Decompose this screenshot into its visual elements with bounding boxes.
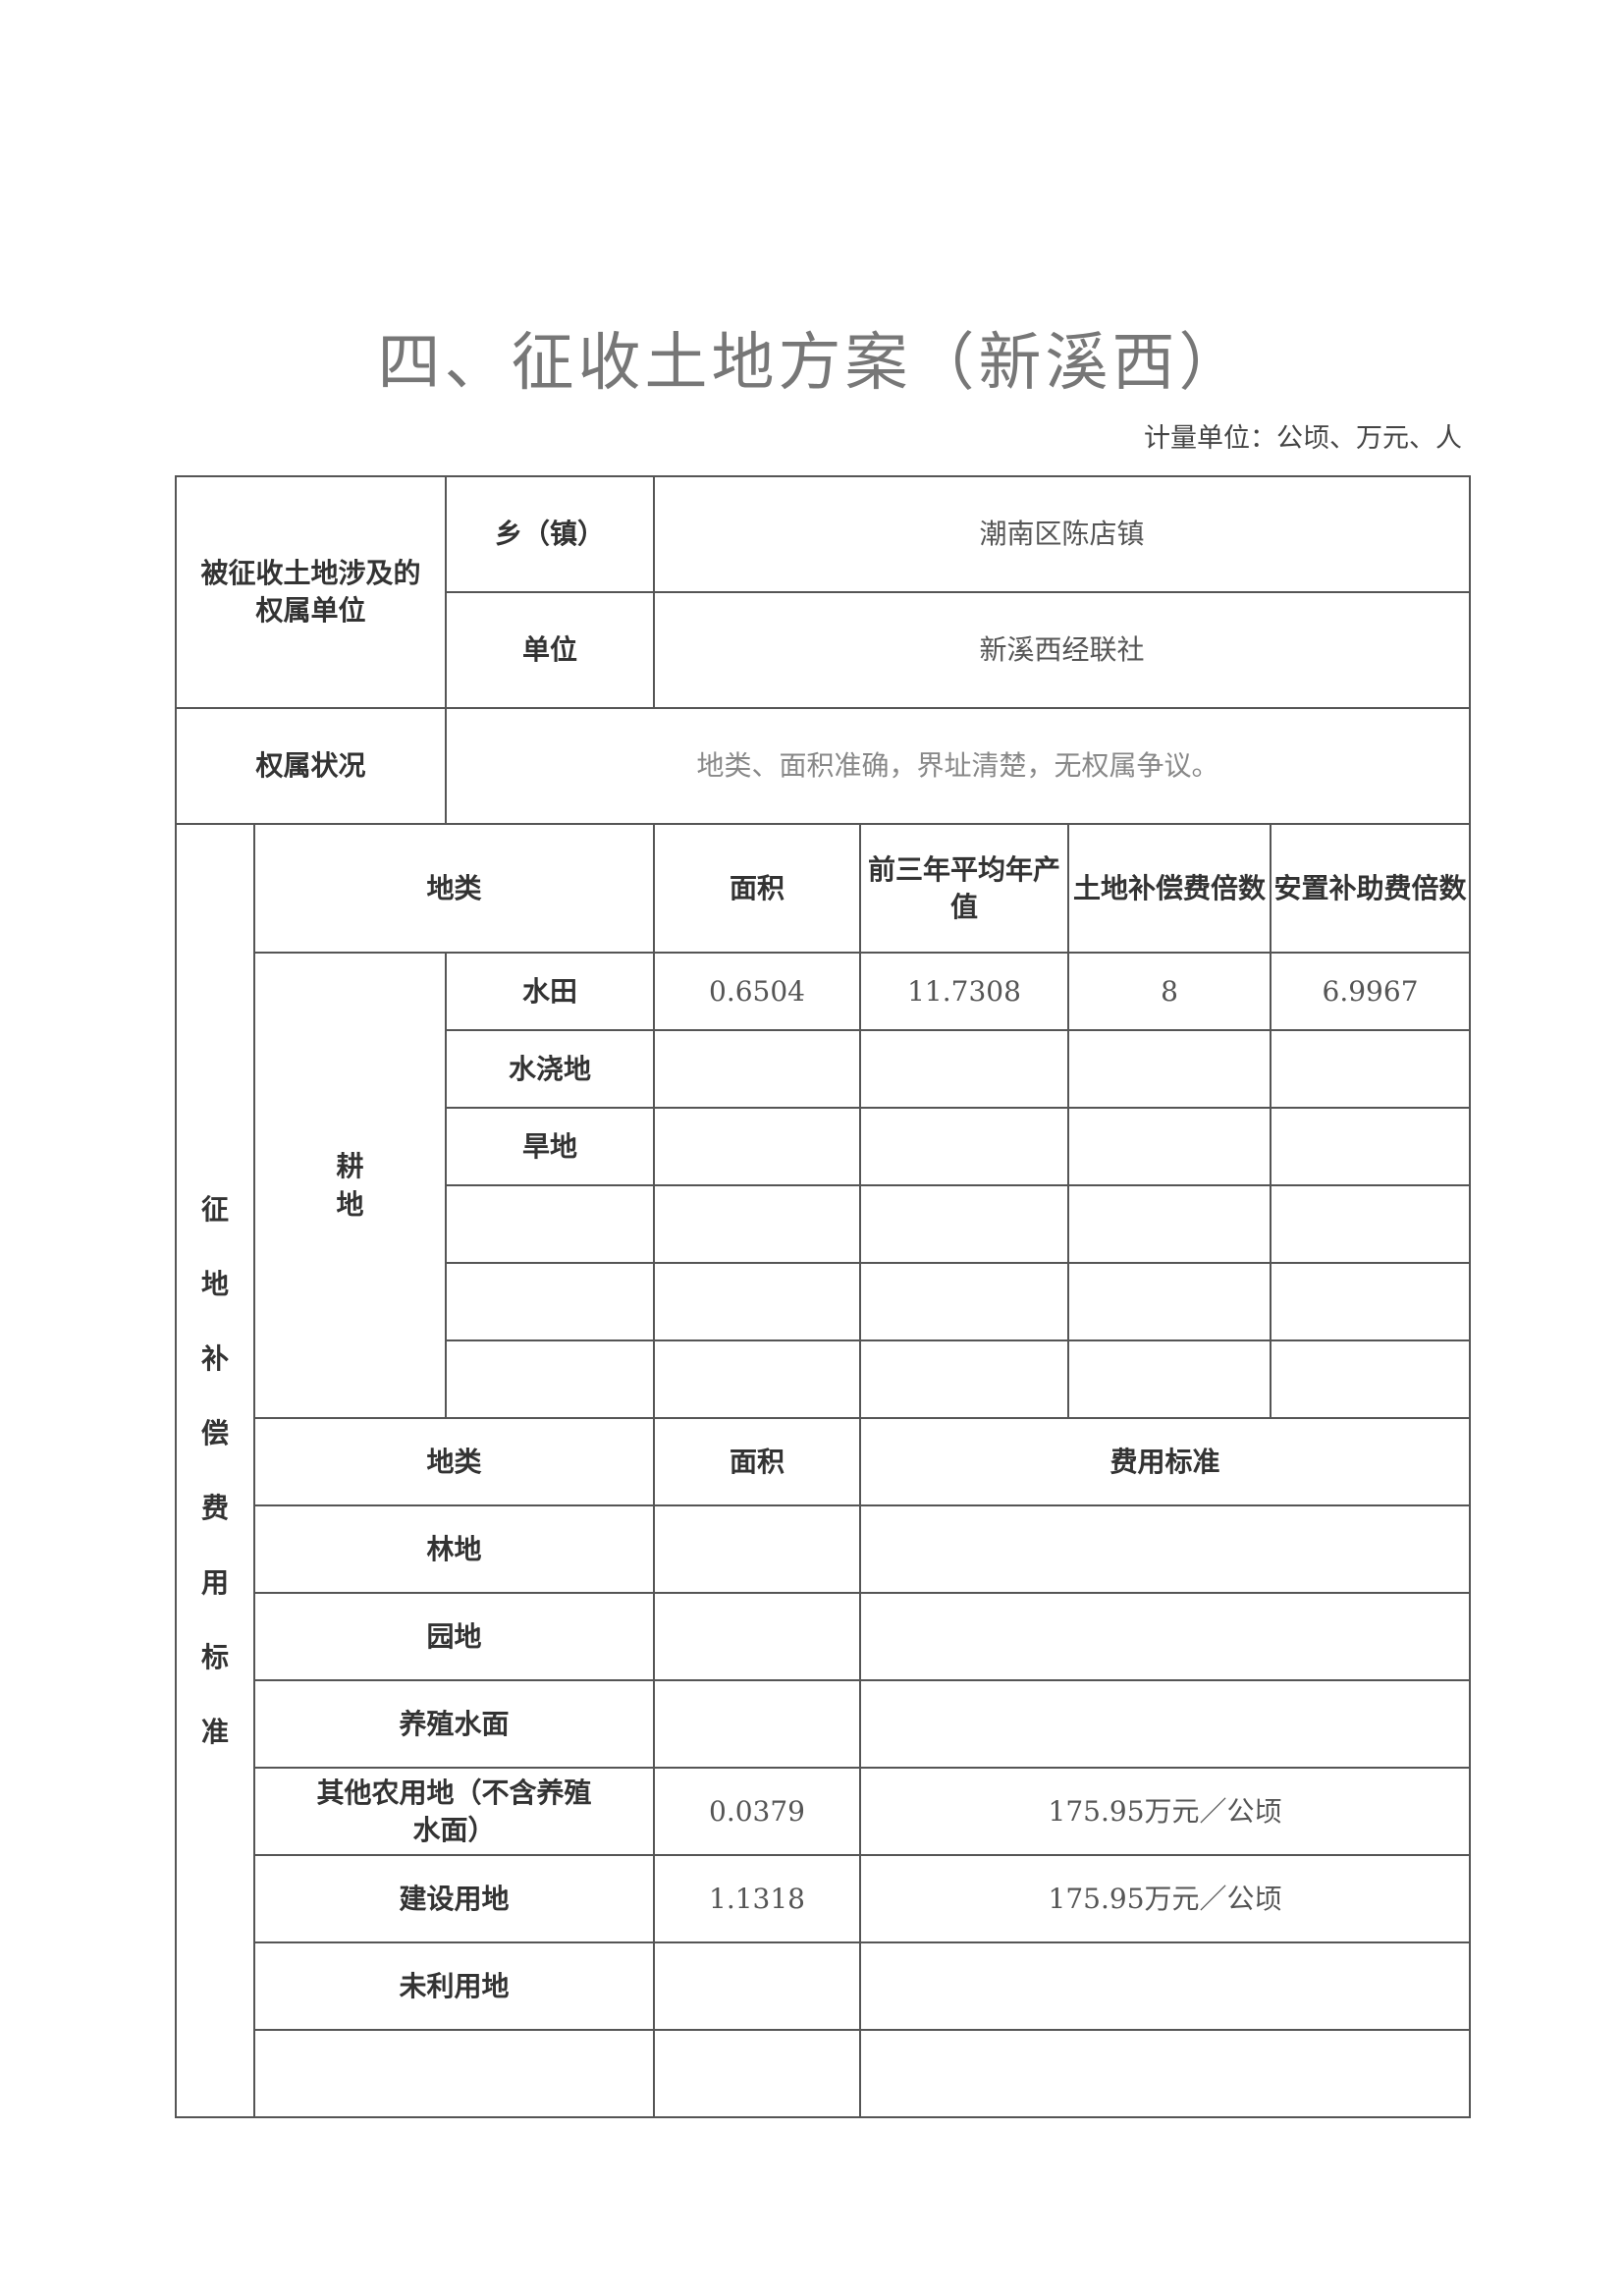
land-type: 水田 [445, 952, 656, 1031]
table-row [176, 1184, 1472, 1264]
land-type [445, 1184, 656, 1264]
land-multiple: 8 [1067, 952, 1272, 1031]
avg-output [859, 1107, 1070, 1186]
avg-output [859, 1184, 1070, 1264]
area [653, 1262, 862, 1341]
land-type [445, 1339, 656, 1419]
fee-standard: 175.95万元／公顷 [859, 1767, 1472, 1856]
table-row [176, 1339, 1472, 1419]
page-title: 四、征收土地方案（新溪西） [377, 327, 1246, 400]
header-land-type: 地类 [252, 823, 656, 954]
area: 0.0379 [653, 1767, 862, 1856]
resettle-multiple [1270, 1184, 1472, 1264]
area [653, 1941, 862, 2031]
avg-output [859, 1339, 1070, 1419]
avg-output: 11.7308 [859, 952, 1070, 1031]
area [653, 1029, 862, 1109]
table-row: 园地 [176, 1592, 1472, 1681]
fee-standard: 175.95万元／公顷 [859, 1854, 1472, 1943]
area [653, 1592, 862, 1681]
avg-output [859, 1029, 1070, 1109]
table-row: 建设用地 1.1318 175.95万元／公顷 [176, 1854, 1472, 1943]
area [653, 1184, 862, 1264]
resettle-multiple [1270, 1339, 1472, 1419]
unit-value: 新溪西经联社 [653, 591, 1472, 709]
table-row: 水浇地 [176, 1029, 1472, 1109]
area [653, 1504, 862, 1594]
table-row: 养殖水面 [176, 1679, 1472, 1769]
land-type: 养殖水面 [252, 1679, 656, 1769]
header-avg-output: 前三年平均年产值 [859, 823, 1070, 954]
area: 1.1318 [653, 1854, 862, 1943]
avg-output [859, 1262, 1070, 1341]
land-acquisition-table: 被征收土地涉及的权属单位 乡（镇） 潮南区陈店镇 单位 新溪西经联社 权属状况 … [174, 475, 1472, 2118]
fee-standard [859, 1592, 1472, 1681]
area [653, 2029, 862, 2118]
fee-standard [859, 1941, 1472, 2031]
land-multiple [1067, 1107, 1272, 1186]
unit-label: 单位 [445, 591, 656, 709]
fee-standard [859, 1679, 1472, 1769]
fee-standard [859, 2029, 1472, 2118]
land-type: 其他农用地（不含养殖水面） [252, 1767, 656, 1856]
area [653, 1339, 862, 1419]
town-value: 潮南区陈店镇 [653, 475, 1472, 593]
town-label: 乡（镇） [445, 475, 656, 593]
cultivated-group-label: 耕地 [252, 952, 448, 1419]
header-area: 面积 [653, 823, 862, 954]
land-type [252, 2029, 656, 2118]
area [653, 1679, 862, 1769]
land-multiple [1067, 1184, 1272, 1264]
land-type: 未利用地 [252, 1941, 656, 2031]
resettle-multiple: 6.9967 [1270, 952, 1472, 1031]
land-multiple [1067, 1339, 1272, 1419]
header-other-land-type: 地类 [252, 1417, 656, 1506]
compensation-side-label: 征地补偿费用标准 [175, 823, 255, 2118]
land-type: 园地 [252, 1592, 656, 1681]
land-multiple [1067, 1262, 1272, 1341]
fee-standard [859, 1504, 1472, 1594]
table-row [176, 2029, 1472, 2118]
resettle-multiple [1270, 1262, 1472, 1341]
area [653, 1107, 862, 1186]
table-row: 未利用地 [176, 1941, 1472, 2031]
header-fee-standard: 费用标准 [859, 1417, 1472, 1506]
table-row: 旱地 [176, 1107, 1472, 1186]
status-value: 地类、面积准确，界址清楚，无权属争议。 [445, 707, 1472, 825]
table-row: 其他农用地（不含养殖水面） 0.0379 175.95万元／公顷 [176, 1767, 1472, 1856]
resettle-multiple [1270, 1107, 1472, 1186]
land-multiple [1067, 1029, 1272, 1109]
header-other-area: 面积 [653, 1417, 862, 1506]
land-type: 水浇地 [445, 1029, 656, 1109]
land-type: 林地 [252, 1504, 656, 1594]
land-type: 建设用地 [252, 1854, 656, 1943]
table-row [176, 1262, 1472, 1341]
unit-note: 计量单位：公顷、万元、人 [1144, 423, 1462, 454]
table-row: 耕地 水田 0.6504 11.7308 8 6.9967 [176, 952, 1472, 1419]
table-row: 林地 [176, 1504, 1472, 1594]
ownership-label: 被征收土地涉及的权属单位 [174, 475, 448, 709]
resettle-multiple [1270, 1029, 1472, 1109]
status-label: 权属状况 [174, 707, 448, 825]
area: 0.6504 [653, 952, 862, 1031]
land-type: 旱地 [445, 1107, 656, 1186]
land-type [445, 1262, 656, 1341]
header-resettle-multiple: 安置补助费倍数 [1270, 823, 1472, 954]
header-land-multiple: 土地补偿费倍数 [1067, 823, 1272, 954]
